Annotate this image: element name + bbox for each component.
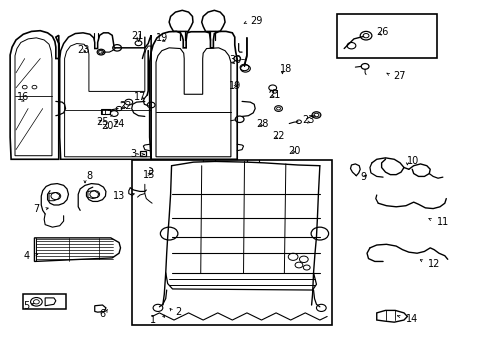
Text: 21: 21 — [267, 90, 280, 100]
Text: 7: 7 — [33, 204, 39, 214]
Text: 17: 17 — [133, 92, 146, 102]
Text: 23: 23 — [77, 45, 89, 55]
Text: 20: 20 — [101, 121, 113, 131]
Text: 28: 28 — [256, 118, 268, 129]
Text: 27: 27 — [392, 71, 405, 81]
Text: 30: 30 — [228, 55, 241, 65]
Text: 25: 25 — [96, 117, 108, 127]
Text: 11: 11 — [436, 217, 448, 227]
Text: 8: 8 — [86, 171, 92, 181]
Text: 29: 29 — [250, 16, 262, 26]
Text: 24: 24 — [112, 118, 124, 129]
Bar — [101, 109, 110, 114]
Text: 16: 16 — [17, 92, 29, 102]
Text: 23: 23 — [301, 115, 314, 125]
Text: 18: 18 — [279, 64, 291, 73]
Text: 19: 19 — [228, 81, 241, 91]
Text: 10: 10 — [407, 157, 419, 166]
Text: 13: 13 — [113, 191, 125, 201]
Bar — [131, 160, 331, 325]
Text: 22: 22 — [119, 101, 131, 111]
Text: 6: 6 — [100, 309, 105, 319]
Text: 12: 12 — [427, 259, 440, 269]
Bar — [336, 14, 436, 58]
Text: 21: 21 — [131, 31, 144, 41]
Text: 26: 26 — [375, 27, 387, 37]
Text: 1: 1 — [150, 315, 156, 325]
Text: 14: 14 — [405, 314, 417, 324]
Bar — [23, 294, 66, 309]
Text: 2: 2 — [175, 307, 182, 317]
Text: 15: 15 — [143, 170, 155, 180]
Text: 9: 9 — [360, 172, 366, 182]
Text: 3: 3 — [130, 149, 136, 159]
Text: 4: 4 — [23, 251, 30, 261]
Text: 19: 19 — [156, 33, 168, 43]
Text: 5: 5 — [23, 301, 29, 311]
Text: 20: 20 — [287, 146, 300, 156]
Text: 22: 22 — [272, 131, 285, 141]
